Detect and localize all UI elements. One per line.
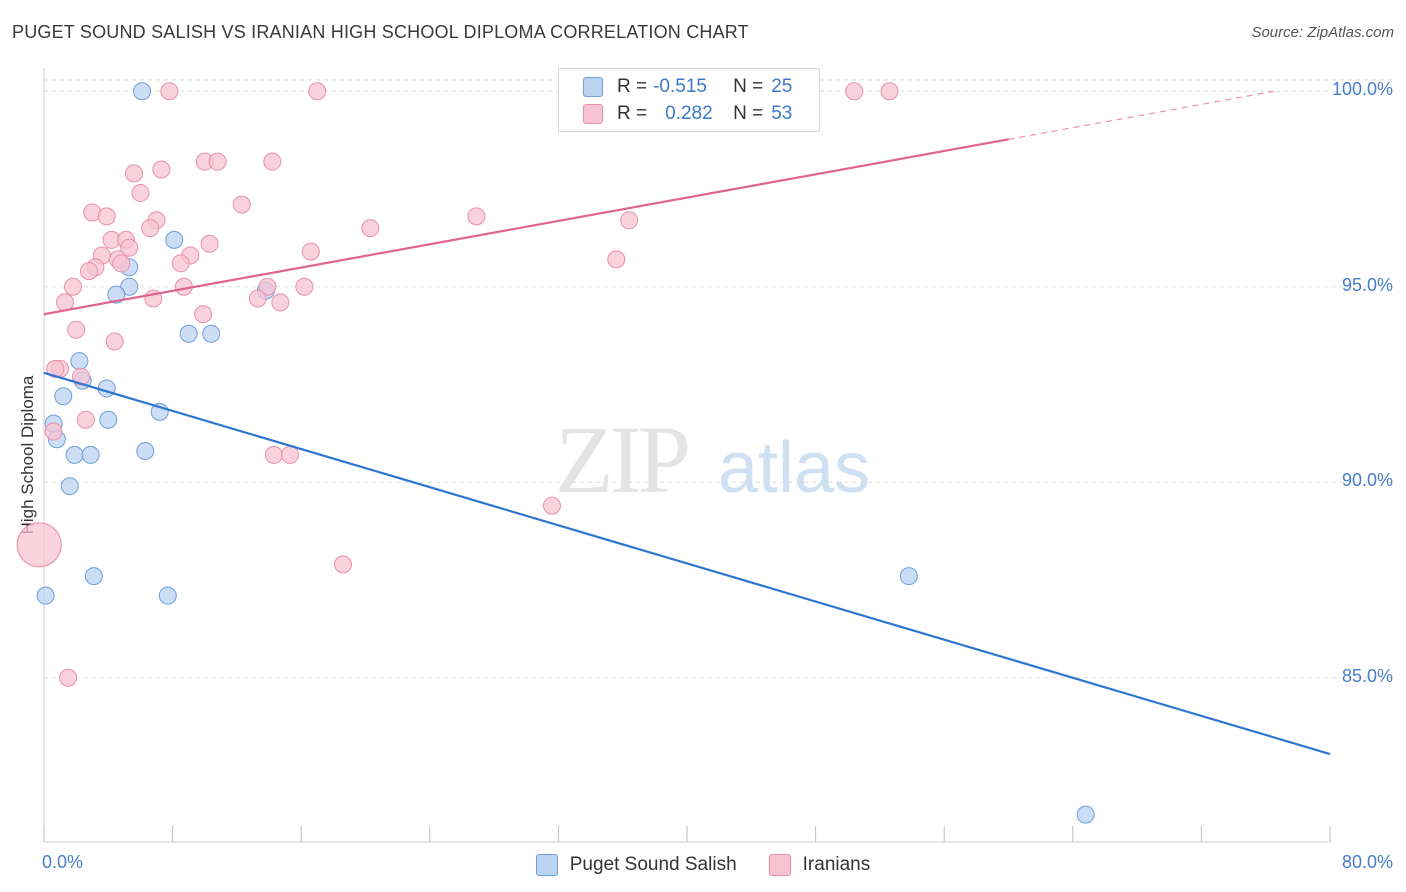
legend-row-blue: R = -0.515 N = 25 [583,74,792,100]
iranian-point [46,359,65,378]
puget-point [54,387,73,406]
legend-swatch-pink [583,104,603,124]
iranian-point [152,160,171,179]
puget-point [133,82,152,101]
trend-layer [43,90,1331,756]
legend-item-puget-sound-salish: Puget Sound Salish [535,854,737,876]
iranian-point [171,254,190,273]
grid-layer [44,79,1392,679]
iranian-point [160,82,179,101]
iranian-point [208,152,227,171]
iranian-point [59,668,78,687]
puget-point [158,586,177,605]
source-label: Source: ZipAtlas.com [1251,24,1394,41]
iranian-point [361,219,380,238]
iranian-point [607,250,626,269]
iranian-point [620,211,639,230]
puget-point [202,324,221,343]
iranian-point [280,445,299,464]
legend-swatch-blue [583,77,603,97]
stats-legend: R = -0.515 N = 25 R = 0.282 N = 53 [558,68,820,132]
series-legend: Puget Sound Salish Iranians [0,852,1406,878]
legend-r-label: R = [617,76,648,97]
legend-r-label: R = [617,103,648,124]
puget-point [81,445,100,464]
iranian-point [80,262,99,281]
puget-point [97,379,116,398]
watermark-zip: ZIP [555,406,688,513]
iranian-point [76,410,95,429]
iranian-point [112,254,131,273]
iranian-point [308,82,327,101]
iranian-point [264,445,283,464]
legend-r-value: -0.515 [653,76,707,97]
iranian-point [67,320,86,339]
iranian-point [125,164,144,183]
x-tick-label: 0.0% [42,852,84,872]
iranian-point [71,367,90,386]
legend-item-iranians: Iranians [768,854,871,876]
puget-point [899,567,918,586]
puget-point [84,567,103,586]
legend-n-value: 25 [771,76,793,97]
iranian-point [467,207,486,226]
y-tick-label: 90.0% [1341,470,1393,491]
chart-title: PUGET SOUND SALISH VS IRANIAN HIGH SCHOO… [12,22,749,42]
iranian-point [333,555,352,574]
legend-label: Iranians [802,854,871,875]
y-tick-label: 95.0% [1341,274,1393,295]
puget-point [1076,805,1095,824]
x-tick-label: 80.0% [1341,852,1393,872]
iranian-point [97,207,116,226]
iranian-point [845,82,864,101]
y-tick-label: 100.0% [1331,79,1393,100]
iranian-point [295,277,314,296]
puget-point [107,285,126,304]
puget-point [65,445,84,464]
legend-n-label: N = [733,103,764,124]
watermark: ZIP atlas [555,406,870,513]
legend-swatch-pink [768,854,791,876]
iranian-point [263,152,282,171]
legend-n-label: N = [733,76,764,97]
y-tick-label: 85.0% [1341,665,1393,686]
trend-line [43,371,1331,756]
watermark-atlas: atlas [718,428,870,508]
iranian-point [301,242,320,261]
legend-label: Puget Sound Salish [569,854,737,875]
iranian-point [248,289,267,308]
puget-point [70,352,89,371]
puget-point [99,410,118,429]
legend-n-value: 53 [771,103,793,124]
iranian-point [63,277,82,296]
iranian-point [131,183,150,202]
iranian-point [258,277,277,296]
trend-line [43,138,1009,316]
iranian-point [105,332,124,351]
iranian-point [200,234,219,253]
iranian-point [271,293,290,312]
iranian-point [232,195,251,214]
puget-point [165,230,184,249]
puget-point [179,324,198,343]
iranian-point [120,238,139,257]
points-layer [16,82,1095,824]
puget-point [136,442,155,460]
axis-layer [43,68,1331,843]
legend-swatch-blue [535,854,558,876]
iranian-point [194,305,213,324]
puget-point [60,477,79,496]
iranian-point [16,522,62,568]
trend-line-extension [1008,90,1274,140]
iranian-point [44,422,63,441]
iranian-point [542,496,561,515]
iranian-point [141,219,160,238]
legend-row-pink: R = 0.282 N = 53 [583,101,792,127]
iranian-point [880,82,899,101]
puget-point [36,586,55,605]
legend-r-value: 0.282 [665,103,713,124]
